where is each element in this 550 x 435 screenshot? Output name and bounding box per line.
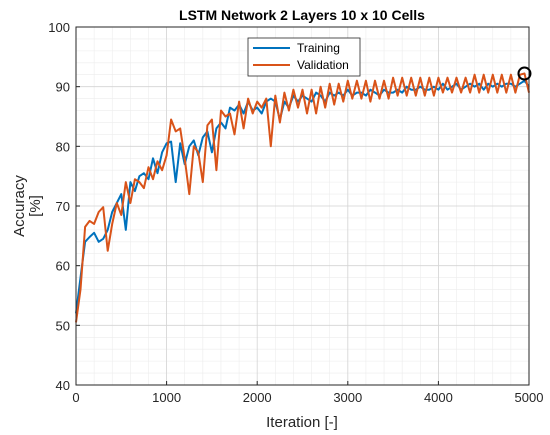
y-axis-unit-label: [%]: [27, 195, 44, 217]
ticks: [75, 26, 530, 386]
y-tick-label: 60: [56, 259, 70, 274]
y-tick-label: 50: [56, 318, 70, 333]
legend-label-validation: Validation: [297, 58, 349, 72]
legend-box: [247, 37, 361, 77]
series-layer: [75, 72, 530, 323]
y-axis-label: Accuracy: [11, 175, 28, 237]
x-tick-label: 1000: [152, 390, 181, 405]
x-tick-label: 0: [72, 390, 79, 405]
legend: Training Validation: [247, 37, 361, 77]
x-tick-label: 4000: [424, 390, 453, 405]
x-tick-label: 2000: [243, 390, 272, 405]
x-tick-label: 5000: [515, 390, 544, 405]
x-axis-label: Iteration [-]: [266, 414, 338, 431]
y-tick-label: 90: [56, 80, 70, 95]
chart-title: LSTM Network 2 Layers 10 x 10 Cells: [179, 7, 425, 23]
endpoint-marker: [517, 66, 532, 81]
x-tick-label: 3000: [333, 390, 362, 405]
y-tick-label: 70: [56, 199, 70, 214]
legend-label-training: Training: [297, 41, 340, 55]
y-tick-label: 100: [48, 20, 70, 35]
y-tick-label: 80: [56, 139, 70, 154]
series-line-validation: [75, 72, 530, 323]
y-tick-label: 40: [56, 378, 70, 393]
tick-labels: 0 1000 2000 3000 4000 5000 40 50 60 70 80 90 100: [48, 20, 543, 405]
